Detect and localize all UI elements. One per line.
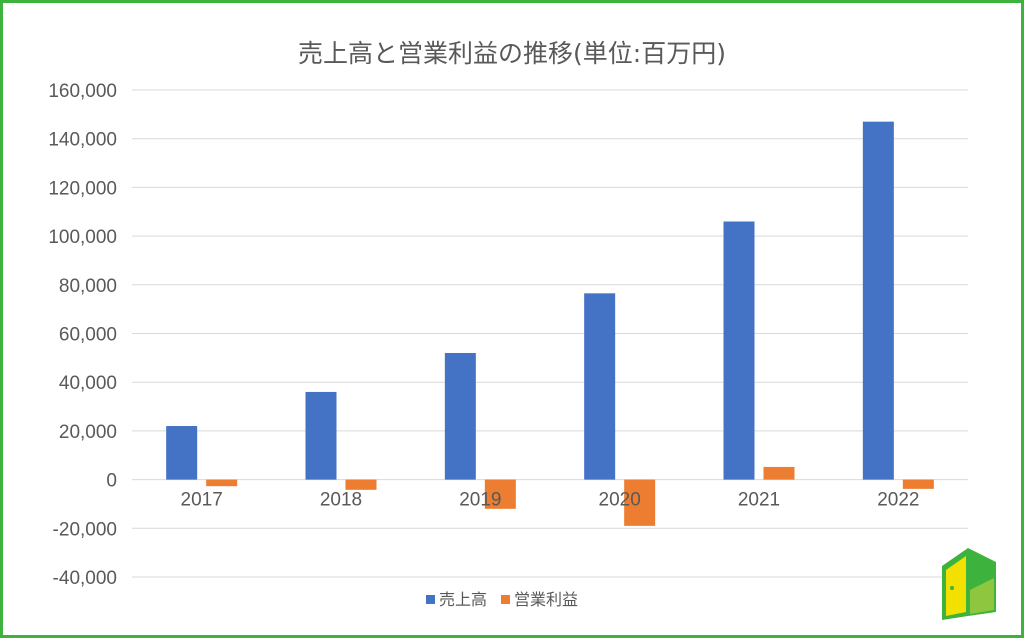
legend-swatch [501,595,510,604]
y-tick-label: -20,000 [53,519,117,540]
legend-label: 売上高 [439,590,487,609]
x-tick-label: 2022 [877,490,919,511]
y-tick-label: -40,000 [53,568,117,589]
chart-title: 売上高と営業利益の推移(単位:百万円) [298,39,726,68]
y-tick-label: 140,000 [48,130,117,151]
bars [166,121,934,526]
bar-operating-profit-2018 [345,479,377,490]
bar-sales-2017 [166,426,198,480]
bar-operating-profit-2020 [624,479,656,526]
x-tick-label: 2020 [599,490,641,511]
y-axis-ticks: 160,000 140,000 120,000 100,000 80,000 60,000… [48,81,117,589]
x-axis-categories: 2017 2018 2019 2020 2021 2022 [181,490,920,511]
door-icon [942,548,996,620]
gridlines [132,89,968,578]
bar-sales-2018 [305,391,337,480]
x-tick-label: 2019 [459,490,501,511]
bar-operating-profit-2017 [206,479,238,487]
bar-operating-profit-2019 [484,479,516,509]
y-tick-label: 160,000 [48,81,117,102]
x-tick-label: 2021 [738,490,780,511]
y-tick-label: 100,000 [48,227,117,248]
y-tick-label: 40,000 [59,373,117,394]
y-tick-label: 20,000 [59,422,117,443]
bar-operating-profit-2022 [902,479,934,489]
x-tick-label: 2017 [181,490,223,511]
legend-swatch [426,595,435,604]
legend-label: 営業利益 [514,590,578,609]
bar-sales-2019 [444,352,476,480]
bar-sales-2021 [723,221,755,480]
y-tick-label: 60,000 [59,325,117,346]
bar-operating-profit-2021 [763,466,795,480]
bar-sales-2020 [584,293,616,480]
y-tick-label: 0 [106,471,117,492]
y-tick-label: 80,000 [59,276,117,297]
y-tick-label: 120,000 [48,178,117,199]
x-tick-label: 2018 [320,490,362,511]
legend: 売上高 営業利益 [426,590,578,609]
bar-sales-2022 [862,121,894,480]
